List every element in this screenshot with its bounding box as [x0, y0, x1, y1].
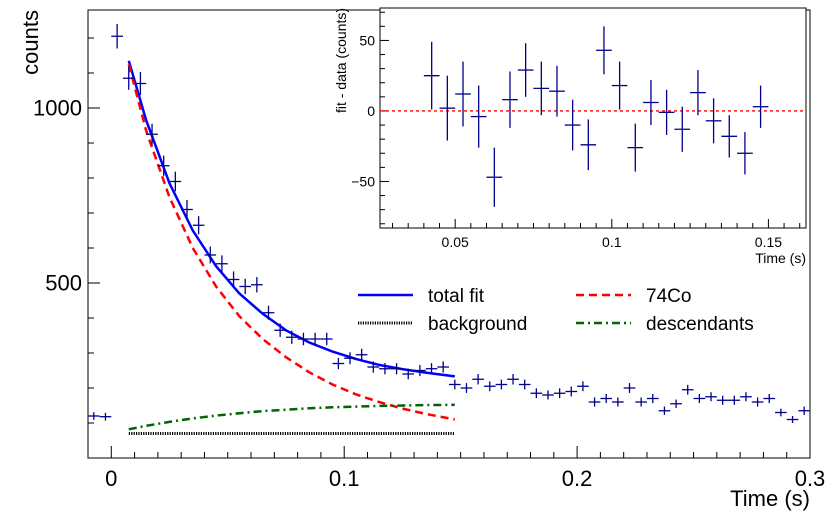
- main-x-axis-title: Time (s): [730, 486, 810, 511]
- legend-label-74co: 74Co: [646, 286, 691, 307]
- inset-x-tick-label: 0.05: [442, 234, 469, 250]
- inset-frame: [379, 7, 807, 229]
- inset-y-tick-label: 50: [359, 32, 375, 48]
- main-curve-total-fit: [127, 60, 455, 378]
- residual-inset-plot: 0.05 0.1 0.15 −50 0 50 Time (s) fit - data (cou…: [333, 7, 807, 266]
- main-x-tick-label: 0.1: [329, 466, 360, 491]
- inset-x-tick-label: 0.1: [602, 234, 622, 250]
- inset-y-axis-title: fit - data (counts): [333, 8, 349, 113]
- legend-label-background: background: [428, 314, 527, 335]
- main-x-tick-label: 0.2: [562, 466, 593, 491]
- legend-label-total-fit: total fit: [428, 286, 485, 307]
- legend-label-descendants: descendants: [646, 314, 754, 335]
- inset-x-axis-title: Time (s): [755, 250, 806, 266]
- main-x-tick-label: 0.3: [795, 466, 826, 491]
- inset-y-tick-label: 0: [367, 103, 375, 119]
- main-y-tick-label: 500: [45, 271, 82, 296]
- main-y-axis-title: counts: [18, 10, 43, 75]
- main-plot-area: [88, 24, 810, 435]
- main-y-tick-label: 1000: [33, 96, 82, 121]
- inset-plot-area: [380, 26, 806, 207]
- inset-y-tick-label: −50: [351, 173, 375, 189]
- inset-x-tick-label: 0.15: [755, 234, 782, 250]
- main-curve-74co: [127, 63, 456, 421]
- main-x-tick-label: 0: [105, 466, 117, 491]
- main-curve-descendants: [128, 403, 455, 431]
